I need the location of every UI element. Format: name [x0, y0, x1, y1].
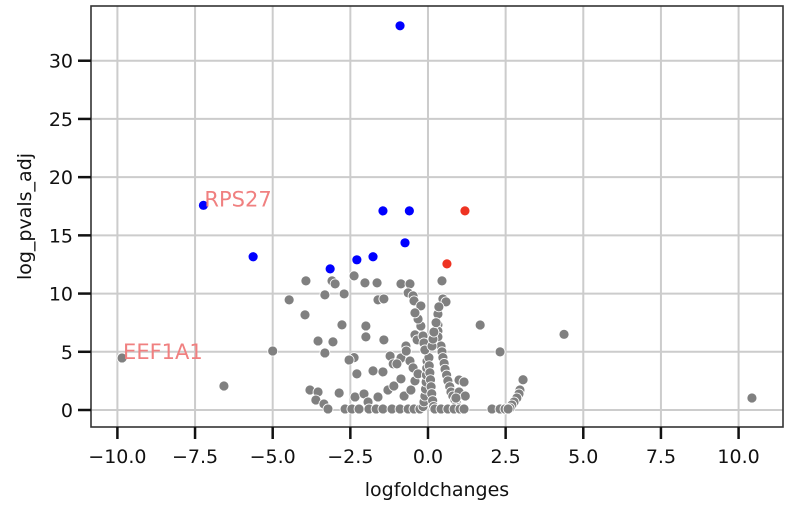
scatter-points: [116, 20, 758, 415]
x-axis-ticks: −10.0 −7.5 −5.0 −2.5 0.0 2.5 5.0 7.5 10.0: [88, 427, 760, 468]
data-point: [198, 199, 209, 211]
data-point: [329, 278, 341, 290]
data-point: [312, 335, 324, 347]
x-tick-label: 7.5: [646, 446, 676, 468]
data-point: [300, 275, 312, 287]
data-point: [436, 275, 448, 287]
annotation-label: EEF1A1: [123, 340, 203, 364]
y-tick-label: 5: [61, 342, 73, 364]
data-point: [405, 384, 417, 396]
data-point: [377, 205, 389, 217]
data-point: [474, 319, 486, 331]
data-point: [378, 293, 390, 305]
data-point: [458, 403, 470, 415]
data-point: [324, 263, 336, 275]
data-point: [338, 288, 350, 300]
data-point: [404, 278, 416, 290]
data-point: [395, 373, 407, 385]
y-tick-label: 15: [49, 225, 73, 247]
data-point: [327, 336, 339, 348]
x-tick-label: 2.5: [491, 446, 521, 468]
data-point: [430, 317, 442, 329]
data-point: [372, 391, 384, 403]
data-point: [395, 278, 407, 290]
data-point: [319, 347, 331, 359]
data-point: [391, 358, 403, 370]
data-point: [343, 354, 355, 366]
data-point: [336, 319, 348, 331]
data-point: [360, 331, 372, 343]
data-point: [299, 309, 311, 321]
annotation-label: RPS27: [204, 187, 271, 211]
data-point: [349, 391, 361, 403]
y-tick-label: 20: [49, 167, 73, 189]
data-point: [319, 289, 331, 301]
data-point: [116, 352, 128, 364]
data-point: [502, 403, 514, 415]
data-point: [517, 374, 529, 386]
data-point: [400, 345, 412, 357]
data-point: [433, 301, 445, 313]
data-point: [458, 376, 470, 388]
data-point: [351, 254, 363, 266]
data-point: [367, 365, 379, 377]
data-point: [333, 387, 345, 399]
x-tick-label: −10.0: [88, 446, 146, 468]
data-point: [459, 205, 471, 217]
y-axis-ticks: 0 5 10 15 20 25 30: [49, 51, 91, 422]
y-tick-label: 30: [49, 51, 73, 73]
data-point: [322, 403, 334, 415]
data-point: [367, 251, 379, 263]
x-axis-label: logfoldchanges: [365, 479, 509, 501]
data-point: [403, 205, 415, 217]
x-tick-label: −5.0: [250, 446, 296, 468]
data-point: [218, 380, 230, 392]
y-axis-label: log_pvals_adj: [14, 153, 36, 280]
data-point: [348, 270, 360, 282]
y-tick-label: 25: [49, 109, 73, 131]
data-point: [399, 237, 411, 249]
x-tick-label: −2.5: [327, 446, 373, 468]
data-point: [494, 346, 506, 358]
data-point: [377, 366, 389, 378]
data-point: [459, 390, 471, 402]
grid-lines: [91, 6, 783, 427]
data-point: [371, 277, 383, 289]
data-point: [450, 392, 462, 404]
data-point: [398, 390, 410, 402]
x-tick-label: 5.0: [568, 446, 598, 468]
data-point: [415, 300, 427, 312]
data-point: [409, 307, 421, 319]
data-point: [558, 328, 570, 340]
data-point: [394, 20, 406, 32]
plot-frame: [90, 5, 784, 428]
y-tick-label: 0: [61, 400, 73, 422]
x-tick-label: 0.0: [413, 446, 443, 468]
data-point: [360, 320, 372, 332]
data-point: [359, 277, 371, 289]
data-point: [283, 294, 295, 306]
data-point: [247, 251, 259, 263]
data-point: [428, 326, 440, 338]
y-tick-label: 10: [49, 284, 73, 306]
x-tick-label: 10.0: [717, 446, 759, 468]
data-point: [351, 368, 363, 380]
annotations: RPS27 EEF1A1: [123, 187, 272, 364]
data-point: [377, 403, 389, 415]
data-point: [353, 403, 365, 415]
data-point: [388, 380, 400, 392]
data-point: [746, 392, 758, 404]
x-tick-label: −7.5: [172, 446, 218, 468]
data-point: [378, 334, 390, 346]
data-point: [267, 345, 279, 357]
data-point: [441, 258, 453, 270]
